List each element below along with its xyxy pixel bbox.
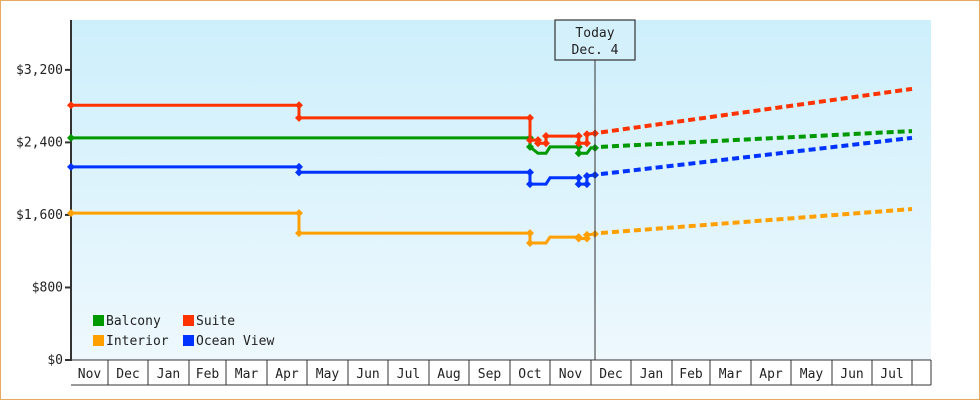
legend: Balcony Suite Interior Ocean View <box>93 314 274 349</box>
y-tick-label: $800 <box>32 280 63 295</box>
data-point-marker <box>295 162 303 171</box>
x-tick-label: Feb <box>196 367 220 382</box>
projection-line <box>600 135 913 177</box>
x-tick-label: Mar <box>719 367 743 382</box>
projection-line <box>600 86 913 135</box>
plot-area <box>71 20 931 360</box>
data-point-marker <box>574 139 583 148</box>
legend-item-balcony[interactable]: Balcony <box>93 314 161 329</box>
x-tick-label: Jul <box>880 367 903 382</box>
x-tick-label: Oct <box>518 367 541 382</box>
x-tick-label: Nov <box>78 367 102 382</box>
data-point-marker <box>526 239 534 248</box>
series-layer <box>67 86 913 248</box>
data-point-marker <box>295 168 303 177</box>
data-point-marker <box>582 180 591 189</box>
data-point-marker <box>526 168 534 177</box>
today-date: Dec. 4 <box>572 43 619 58</box>
legend-item-ocean-view[interactable]: Ocean View <box>183 334 274 349</box>
data-point-marker <box>295 229 303 238</box>
data-point-marker <box>526 113 534 122</box>
data-point-marker <box>574 173 583 182</box>
data-point-marker <box>526 142 534 151</box>
data-point-marker <box>526 136 534 145</box>
data-point-marker <box>295 113 303 122</box>
data-point-marker <box>574 180 583 189</box>
data-point-marker <box>582 130 591 139</box>
legend-label: Ocean View <box>196 334 274 349</box>
legend-label: Suite <box>196 314 235 329</box>
legend-swatch <box>93 335 104 346</box>
x-axis-month-row: Nov Dec Jan Feb Mar Apr May Jun Jul Aug Sep Oct Nov D… <box>71 359 932 386</box>
data-point-marker <box>574 132 583 141</box>
x-tick-label: Nov <box>559 367 583 382</box>
x-tick-label: Feb <box>679 367 703 382</box>
data-point-marker <box>542 139 550 148</box>
data-point-marker <box>67 162 75 171</box>
today-marker: Today Dec. 4 <box>554 19 636 360</box>
data-point-marker <box>295 209 303 218</box>
data-point-marker <box>582 139 591 148</box>
data-point-marker <box>534 139 542 148</box>
y-tick-label: $2,400 <box>16 135 63 150</box>
data-point-marker <box>574 149 583 158</box>
x-tick-label: May <box>800 367 824 382</box>
legend-item-suite[interactable]: Suite <box>183 314 235 329</box>
y-tick-label: $0 <box>47 353 63 368</box>
x-tick-label: Sep <box>478 367 502 382</box>
x-tick-label: Apr <box>759 367 783 382</box>
data-point-marker <box>582 230 591 239</box>
x-tick-label: Apr <box>275 367 299 382</box>
legend-swatch <box>93 315 104 326</box>
x-tick-label: Mar <box>235 367 259 382</box>
data-point-marker <box>542 132 550 141</box>
legend-swatch <box>183 315 194 326</box>
data-point-marker <box>67 101 75 110</box>
legend-label: Balcony <box>106 314 161 329</box>
x-tick-label: Aug <box>437 367 460 382</box>
y-tick-label: $1,600 <box>16 208 63 223</box>
data-point-marker <box>67 133 75 142</box>
data-point-marker <box>582 171 591 180</box>
x-tick-label: Jun <box>840 367 863 382</box>
legend-swatch <box>183 335 194 346</box>
projection-line <box>600 207 913 235</box>
x-tick-label: May <box>316 367 340 382</box>
y-axis: $0 $800 $1,600 $2,400 $3,200 <box>16 20 72 368</box>
series-ocean-view <box>67 135 913 189</box>
legend-label: Interior <box>106 334 169 349</box>
x-tick-label: Jan <box>157 367 180 382</box>
data-point-marker <box>574 234 583 243</box>
x-tick-label: Dec <box>116 367 139 382</box>
legend-item-interior[interactable]: Interior <box>93 334 169 349</box>
x-tick-label: Jan <box>640 367 663 382</box>
series-interior <box>67 207 913 248</box>
projection-line <box>600 129 913 149</box>
x-tick-label: Jul <box>397 367 420 382</box>
data-point-marker <box>295 101 303 110</box>
data-point-marker <box>526 180 534 189</box>
today-label: Today <box>575 26 614 41</box>
data-point-marker <box>67 209 75 218</box>
x-tick-label: Jun <box>356 367 379 382</box>
x-tick-label: Dec <box>599 367 622 382</box>
data-point-marker <box>526 229 534 238</box>
y-tick-label: $3,200 <box>16 63 63 78</box>
series-suite <box>67 86 913 148</box>
